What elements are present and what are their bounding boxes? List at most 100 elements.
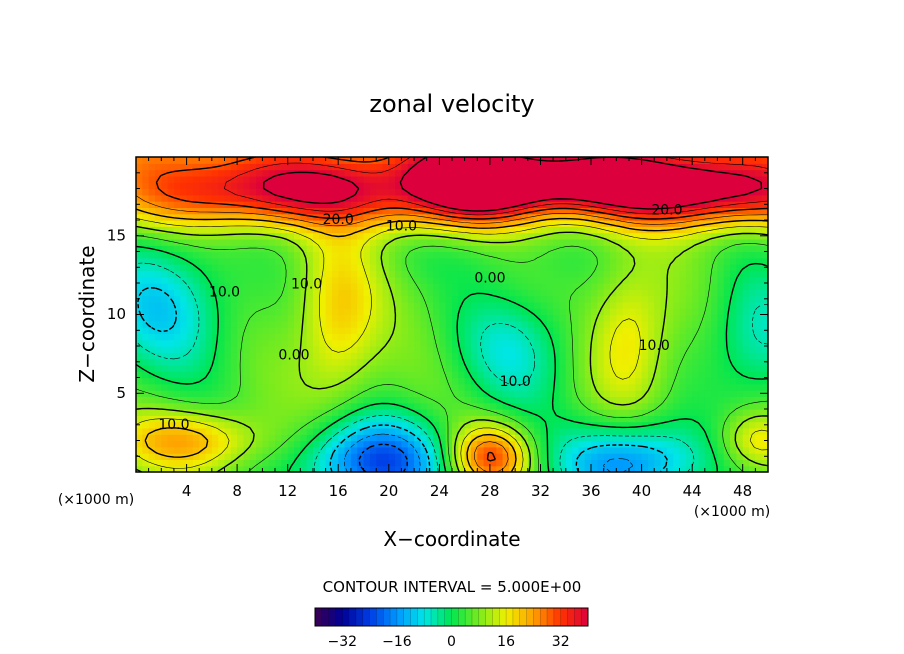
- field-cell: [142, 352, 150, 360]
- field-cell: [407, 352, 415, 360]
- field-cell: [546, 245, 554, 253]
- field-cell: [199, 264, 207, 271]
- field-cell: [312, 308, 320, 316]
- field-cell: [717, 434, 725, 442]
- field-cell: [578, 333, 586, 341]
- field-cell: [610, 270, 617, 278]
- field-cell: [666, 270, 674, 278]
- field-cell: [426, 238, 434, 246]
- field-cell: [433, 327, 440, 334]
- field-cell: [559, 207, 567, 215]
- field-cell: [338, 409, 346, 416]
- field-cell: [338, 238, 346, 246]
- field-cell: [736, 182, 744, 190]
- field-cell: [464, 465, 472, 472]
- field-cell: [483, 194, 491, 202]
- field-cell: [730, 301, 737, 309]
- field-cell: [331, 301, 339, 309]
- field-cell: [540, 169, 548, 177]
- field-cell: [660, 396, 668, 404]
- field-cell: [376, 333, 384, 341]
- field-cell: [736, 333, 744, 341]
- field-cell: [363, 283, 371, 290]
- field-cell: [154, 383, 162, 391]
- field-cell: [572, 175, 579, 183]
- field-cell: [173, 346, 181, 353]
- field-cell: [616, 257, 624, 265]
- field-cell: [420, 169, 428, 177]
- field-cell: [647, 301, 655, 309]
- field-cell: [199, 194, 207, 202]
- field-cell: [161, 446, 169, 454]
- field-cell: [527, 377, 535, 385]
- field-cell: [306, 283, 314, 290]
- field-cell: [483, 402, 491, 410]
- field-cell: [199, 371, 207, 379]
- field-cell: [319, 251, 327, 259]
- field-cell: [578, 245, 586, 253]
- field-cell: [382, 295, 390, 303]
- field-cell: [414, 421, 421, 429]
- field-cell: [414, 232, 421, 240]
- field-cell: [622, 459, 630, 467]
- field-cell: [268, 201, 276, 208]
- field-cell: [578, 339, 586, 347]
- field-cell: [603, 459, 611, 467]
- field-cell: [294, 264, 301, 271]
- field-cell: [262, 446, 270, 454]
- field-cell: [496, 232, 504, 240]
- field-cell: [565, 364, 573, 372]
- field-cell: [546, 346, 554, 353]
- field-cell: [338, 251, 346, 259]
- field-cell: [388, 213, 396, 221]
- field-cell: [319, 352, 327, 360]
- field-cell: [249, 289, 257, 297]
- field-cell: [717, 453, 725, 460]
- field-cell: [369, 257, 377, 265]
- field-cell: [218, 301, 226, 309]
- field-cell: [502, 327, 510, 334]
- field-cell: [287, 339, 295, 347]
- field-cell: [711, 232, 719, 240]
- field-cell: [363, 396, 371, 404]
- field-cell: [723, 301, 731, 309]
- field-cell: [736, 320, 744, 328]
- field-cell: [515, 289, 523, 297]
- field-cell: [312, 459, 320, 467]
- field-cell: [711, 257, 719, 265]
- field-cell: [464, 346, 472, 353]
- field-cell: [559, 213, 567, 221]
- field-cell: [452, 283, 459, 290]
- field-cell: [331, 314, 339, 322]
- field-cell: [470, 232, 478, 240]
- field-cell: [256, 465, 263, 472]
- field-cell: [477, 163, 485, 171]
- field-cell: [534, 264, 542, 271]
- field-cell: [199, 257, 207, 265]
- field-cell: [477, 327, 485, 334]
- field-cell: [344, 415, 352, 423]
- field-cell: [749, 308, 756, 316]
- field-cell: [628, 383, 636, 391]
- field-cell: [243, 188, 251, 196]
- field-cell: [369, 371, 377, 379]
- field-cell: [749, 213, 756, 221]
- field-cell: [237, 201, 245, 208]
- field-cell: [736, 257, 744, 265]
- field-cell: [319, 453, 327, 460]
- field-cell: [154, 207, 162, 215]
- field-cell: [300, 226, 308, 234]
- field-cell: [281, 232, 289, 240]
- field-cell: [186, 194, 194, 202]
- field-cell: [559, 364, 567, 372]
- field-cell: [211, 264, 219, 271]
- field-cell: [426, 346, 434, 353]
- field-cell: [218, 182, 226, 190]
- field-cell: [730, 383, 737, 391]
- field-cell: [426, 339, 434, 347]
- field-cell: [281, 314, 289, 322]
- field-cell: [723, 465, 731, 472]
- field-cell: [357, 201, 365, 208]
- field-cell: [603, 383, 611, 391]
- field-cell: [508, 295, 516, 303]
